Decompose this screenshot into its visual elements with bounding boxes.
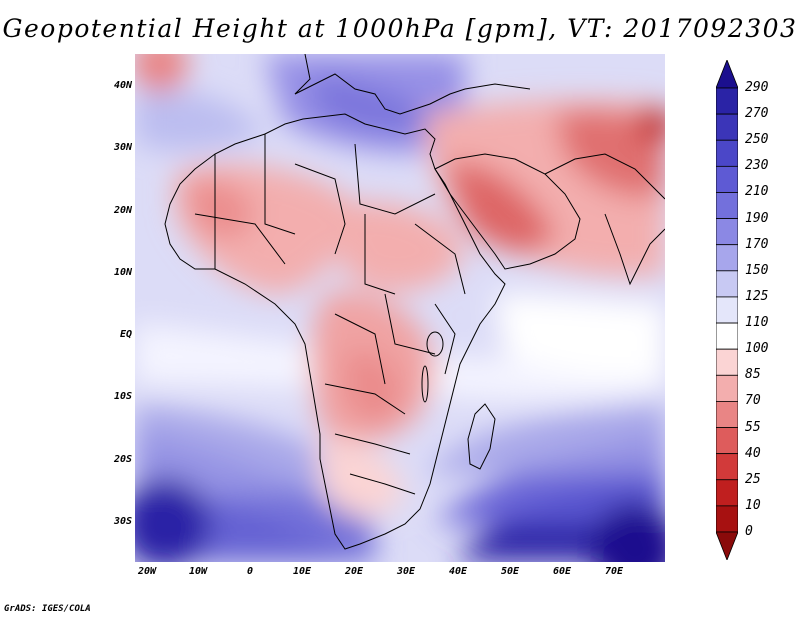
lat-label: 10N [113, 267, 132, 278]
colorbar-cell [716, 139, 738, 167]
colorbar-cell [716, 374, 738, 402]
colorbar-cell [716, 218, 738, 246]
lat-label: 10S [113, 391, 132, 402]
colorbar-cell [716, 244, 738, 272]
lon-label: 40E [448, 566, 468, 577]
colorbar-cell [716, 165, 738, 193]
colorbar-level-label: 125 [745, 288, 769, 304]
colorbar-level-label: 10 [745, 497, 761, 513]
lat-label: 40N [113, 80, 132, 91]
colorbar-cell [716, 348, 738, 376]
colorbar-level-label: 25 [745, 471, 761, 487]
colorbar-level-label: 150 [745, 262, 769, 278]
colorbar-level-label: 85 [745, 367, 761, 383]
colorbar-level-label: 250 [745, 132, 769, 148]
height-field [135, 54, 665, 562]
lon-label: 50E [500, 566, 520, 577]
lon-label: 60E [552, 566, 572, 577]
lat-label: 20N [113, 205, 132, 216]
lon-label: 0 [246, 566, 254, 577]
colorbar-level-label: 40 [745, 445, 761, 461]
colorbar-cell [716, 453, 738, 481]
colorbar-level-label: 190 [745, 210, 769, 226]
lat-label: 30S [113, 516, 132, 527]
lon-label: 20W [137, 566, 157, 577]
colorbar-cell [716, 479, 738, 507]
colorbar-cell [716, 427, 738, 455]
colorbar-level-label: 70 [745, 393, 761, 409]
colorbar-level-label: 230 [745, 158, 769, 174]
colorbar-cell [716, 531, 738, 560]
colorbar-level-label: 170 [745, 236, 769, 252]
lat-label: 30N [113, 142, 132, 153]
colorbar-cell [716, 87, 738, 115]
colorbar-level-label: 290 [745, 80, 769, 95]
colorbar-cell [716, 322, 738, 350]
colorbar-cell [716, 296, 738, 324]
credit-text: GrADS: IGES/COLA [4, 604, 91, 614]
lat-label: EQ [119, 329, 132, 340]
geopotential-map [135, 54, 665, 562]
colorbar-level-label: 55 [745, 419, 761, 435]
colorbar-level-label: 210 [745, 184, 769, 200]
lon-label: 30E [396, 566, 416, 577]
colorbar-level-label: 100 [745, 341, 769, 357]
colorbar-level-label: 270 [745, 106, 769, 122]
colorbar [716, 60, 738, 560]
lon-label: 70E [604, 566, 624, 577]
colorbar-level-label: 110 [745, 315, 769, 331]
colorbar-cell [716, 401, 738, 428]
colorbar-level-label: 0 [745, 524, 753, 539]
colorbar-cell [716, 113, 738, 141]
chart-title: Geopotential Height at 1000hPa [gpm], VT… [2, 14, 798, 43]
colorbar-cell [716, 60, 738, 89]
colorbar-cell [716, 505, 738, 533]
colorbar-cell [716, 192, 738, 219]
lon-label: 10W [188, 566, 208, 577]
coastlines [164, 54, 665, 550]
lat-label: 20S [113, 454, 132, 465]
colorbar-cell [716, 270, 738, 298]
lon-label: 10E [292, 566, 312, 577]
lon-label: 20E [344, 566, 364, 577]
